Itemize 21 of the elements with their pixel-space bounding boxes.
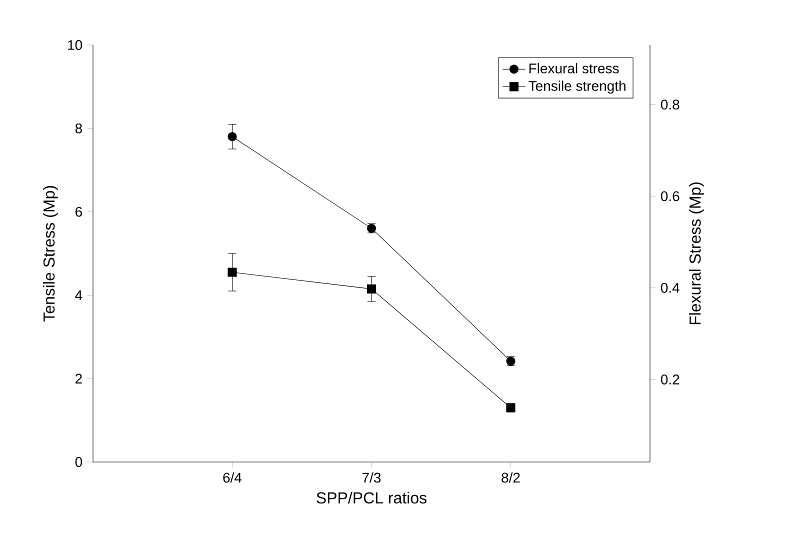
x-tick-label: 8/2 [502, 472, 520, 483]
x-axis-title: SPP/PCL ratios [316, 492, 426, 504]
y-tick-label: 6 [76, 206, 82, 217]
y-tick-label: 8 [75, 123, 82, 134]
point [228, 268, 237, 277]
y-tick-label: 0 [75, 457, 82, 467]
y-tick-label: 2 [76, 374, 82, 384]
y-tick-label: 10 [68, 40, 82, 50]
legend-label: Tensile strength [528, 80, 626, 94]
x-tick-label: 7/3 [362, 472, 381, 483]
y2-tick-label: 0.8 [660, 100, 680, 110]
legend-label: Flexural stress [529, 63, 619, 74]
y2-axis-title: Flexural Stress (Mp) [689, 182, 704, 324]
y2-tick-label: 0.6 [660, 191, 680, 202]
x-tick-label: 6/4 [223, 472, 242, 483]
y2-tick-label: 0.2 [660, 374, 680, 384]
point [228, 132, 237, 142]
y2-tick-label: 0.4 [660, 282, 680, 293]
point [366, 284, 376, 294]
y-tick-label: 4 [75, 290, 82, 300]
y-axis-title: Tensile Stress (Mp) [42, 186, 58, 322]
